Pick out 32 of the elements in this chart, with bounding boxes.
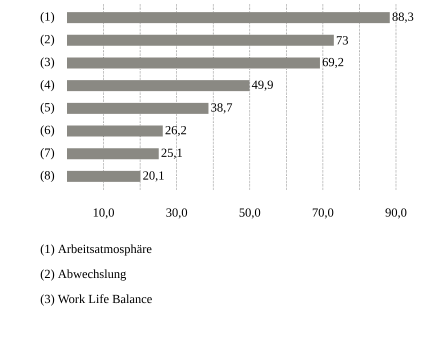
bar — [67, 148, 159, 160]
bar — [67, 126, 163, 137]
bar — [67, 80, 250, 92]
bar — [67, 12, 390, 24]
data-label: 25,1 — [162, 148, 182, 159]
y-tick-label: (6) — [40, 125, 54, 137]
y-tick-label: (4) — [40, 80, 54, 92]
data-label: 20,1 — [143, 171, 164, 182]
text: (1) Arbeitsatmosphäre — [40, 244, 152, 256]
x-tick-label: 90,0 — [386, 208, 406, 219]
text: (3) Work Life Balance — [40, 294, 152, 306]
bar — [67, 57, 320, 68]
x-tick-label: 30,0 — [166, 208, 188, 219]
data-label: 73 — [336, 36, 348, 44]
y-tick-label: (5) — [40, 102, 54, 114]
bar — [67, 102, 208, 114]
data-label: 26,2 — [166, 126, 186, 136]
y-tick-label: (7) — [40, 148, 54, 160]
bar — [67, 170, 140, 182]
data-label: 38,7 — [211, 103, 232, 114]
y-tick-label: (1) — [40, 12, 54, 24]
y-tick-label: (8) — [40, 170, 54, 182]
bar — [67, 34, 334, 46]
y-tick-label: (3) — [40, 57, 54, 69]
x-tick-label: 50,0 — [240, 208, 260, 219]
data-label: 69,2 — [322, 58, 344, 68]
x-tick-label: 10,0 — [94, 208, 114, 219]
x-tick-label: 70,0 — [312, 208, 334, 219]
data-label: 88,3 — [392, 12, 414, 23]
y-tick-label: (2) — [40, 34, 54, 46]
data-label: 49,9 — [252, 80, 273, 91]
text: (2) Abwechslung — [40, 269, 126, 281]
